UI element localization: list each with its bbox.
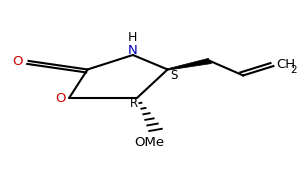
Text: 2: 2 bbox=[290, 65, 297, 75]
Text: OMe: OMe bbox=[135, 136, 164, 149]
Text: CH: CH bbox=[276, 58, 296, 71]
Text: N: N bbox=[128, 44, 138, 57]
Text: O: O bbox=[55, 92, 66, 105]
Text: S: S bbox=[170, 69, 177, 82]
Text: H: H bbox=[128, 31, 138, 44]
Polygon shape bbox=[167, 58, 212, 70]
Text: R: R bbox=[129, 97, 138, 110]
Text: O: O bbox=[12, 55, 22, 68]
